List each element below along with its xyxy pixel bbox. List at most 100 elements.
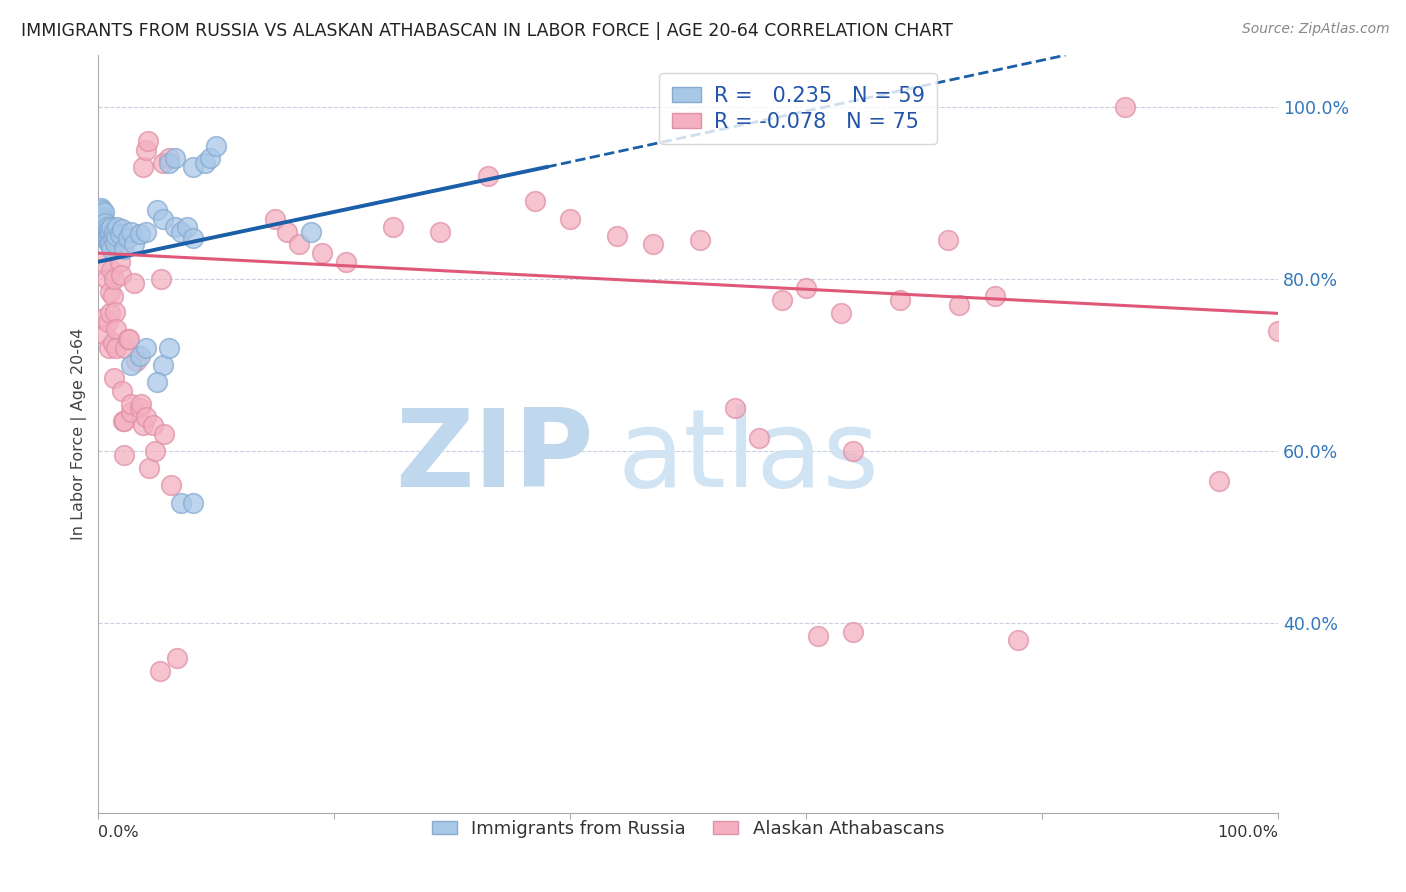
Point — [117, 332, 139, 346]
Point — [97, 225, 120, 239]
Point — [748, 431, 770, 445]
Point — [105, 228, 128, 243]
Point — [1007, 633, 1029, 648]
Point — [382, 220, 405, 235]
Point — [90, 202, 112, 216]
Point — [288, 237, 311, 252]
Point — [103, 272, 125, 286]
Point — [606, 228, 628, 243]
Point — [429, 225, 451, 239]
Point — [299, 225, 322, 239]
Point — [120, 358, 142, 372]
Point — [98, 285, 121, 299]
Point — [118, 332, 141, 346]
Point — [93, 310, 115, 325]
Point — [132, 160, 155, 174]
Point — [103, 371, 125, 385]
Point — [842, 444, 865, 458]
Point — [152, 211, 174, 226]
Point — [97, 315, 120, 329]
Text: 100.0%: 100.0% — [1216, 825, 1278, 840]
Point — [143, 444, 166, 458]
Point — [122, 277, 145, 291]
Point — [163, 220, 186, 235]
Point — [200, 152, 222, 166]
Point — [157, 341, 180, 355]
Point — [98, 227, 121, 242]
Point — [157, 155, 180, 169]
Point — [112, 414, 135, 428]
Point — [98, 306, 121, 320]
Point — [97, 230, 120, 244]
Point — [111, 222, 134, 236]
Point — [128, 227, 150, 242]
Point — [149, 664, 172, 678]
Point — [93, 204, 115, 219]
Point — [138, 461, 160, 475]
Point — [93, 213, 115, 227]
Point — [335, 254, 357, 268]
Point — [830, 306, 852, 320]
Point — [176, 220, 198, 235]
Point — [94, 227, 117, 242]
Point — [105, 220, 128, 235]
Point — [641, 237, 664, 252]
Point — [128, 350, 150, 364]
Point — [100, 220, 122, 235]
Point — [181, 496, 204, 510]
Point — [205, 138, 228, 153]
Point — [90, 211, 112, 226]
Point — [149, 272, 172, 286]
Point — [146, 203, 169, 218]
Point — [94, 216, 117, 230]
Point — [105, 341, 128, 355]
Point — [98, 341, 121, 355]
Point — [108, 227, 131, 242]
Point — [89, 213, 111, 227]
Point — [936, 233, 959, 247]
Point — [153, 426, 176, 441]
Point — [181, 230, 204, 244]
Point — [90, 222, 112, 236]
Point — [807, 629, 830, 643]
Point — [120, 397, 142, 411]
Point — [122, 237, 145, 252]
Point — [135, 341, 157, 355]
Point — [110, 268, 132, 282]
Point — [724, 401, 747, 415]
Point — [93, 225, 115, 239]
Point — [90, 207, 112, 221]
Point — [101, 289, 124, 303]
Point — [91, 219, 114, 233]
Point — [120, 405, 142, 419]
Point — [89, 219, 111, 233]
Point — [842, 624, 865, 639]
Point — [120, 225, 142, 239]
Legend: Immigrants from Russia, Alaskan Athabascans: Immigrants from Russia, Alaskan Athabasc… — [425, 813, 952, 846]
Point — [170, 496, 193, 510]
Point — [135, 225, 157, 239]
Point — [129, 397, 152, 411]
Point — [170, 225, 193, 239]
Point — [100, 263, 122, 277]
Point — [889, 293, 911, 308]
Point — [117, 230, 139, 244]
Point — [276, 225, 298, 239]
Point — [1267, 324, 1289, 338]
Point — [104, 235, 127, 250]
Point — [523, 194, 546, 209]
Text: ZIP: ZIP — [395, 403, 593, 509]
Point — [90, 203, 112, 218]
Point — [104, 304, 127, 318]
Point — [477, 169, 499, 183]
Point — [135, 409, 157, 424]
Point — [560, 211, 582, 226]
Point — [107, 228, 129, 243]
Point — [142, 418, 165, 433]
Point — [264, 211, 287, 226]
Point — [91, 210, 114, 224]
Point — [948, 298, 970, 312]
Point — [112, 449, 135, 463]
Point — [96, 272, 118, 286]
Point — [111, 237, 134, 252]
